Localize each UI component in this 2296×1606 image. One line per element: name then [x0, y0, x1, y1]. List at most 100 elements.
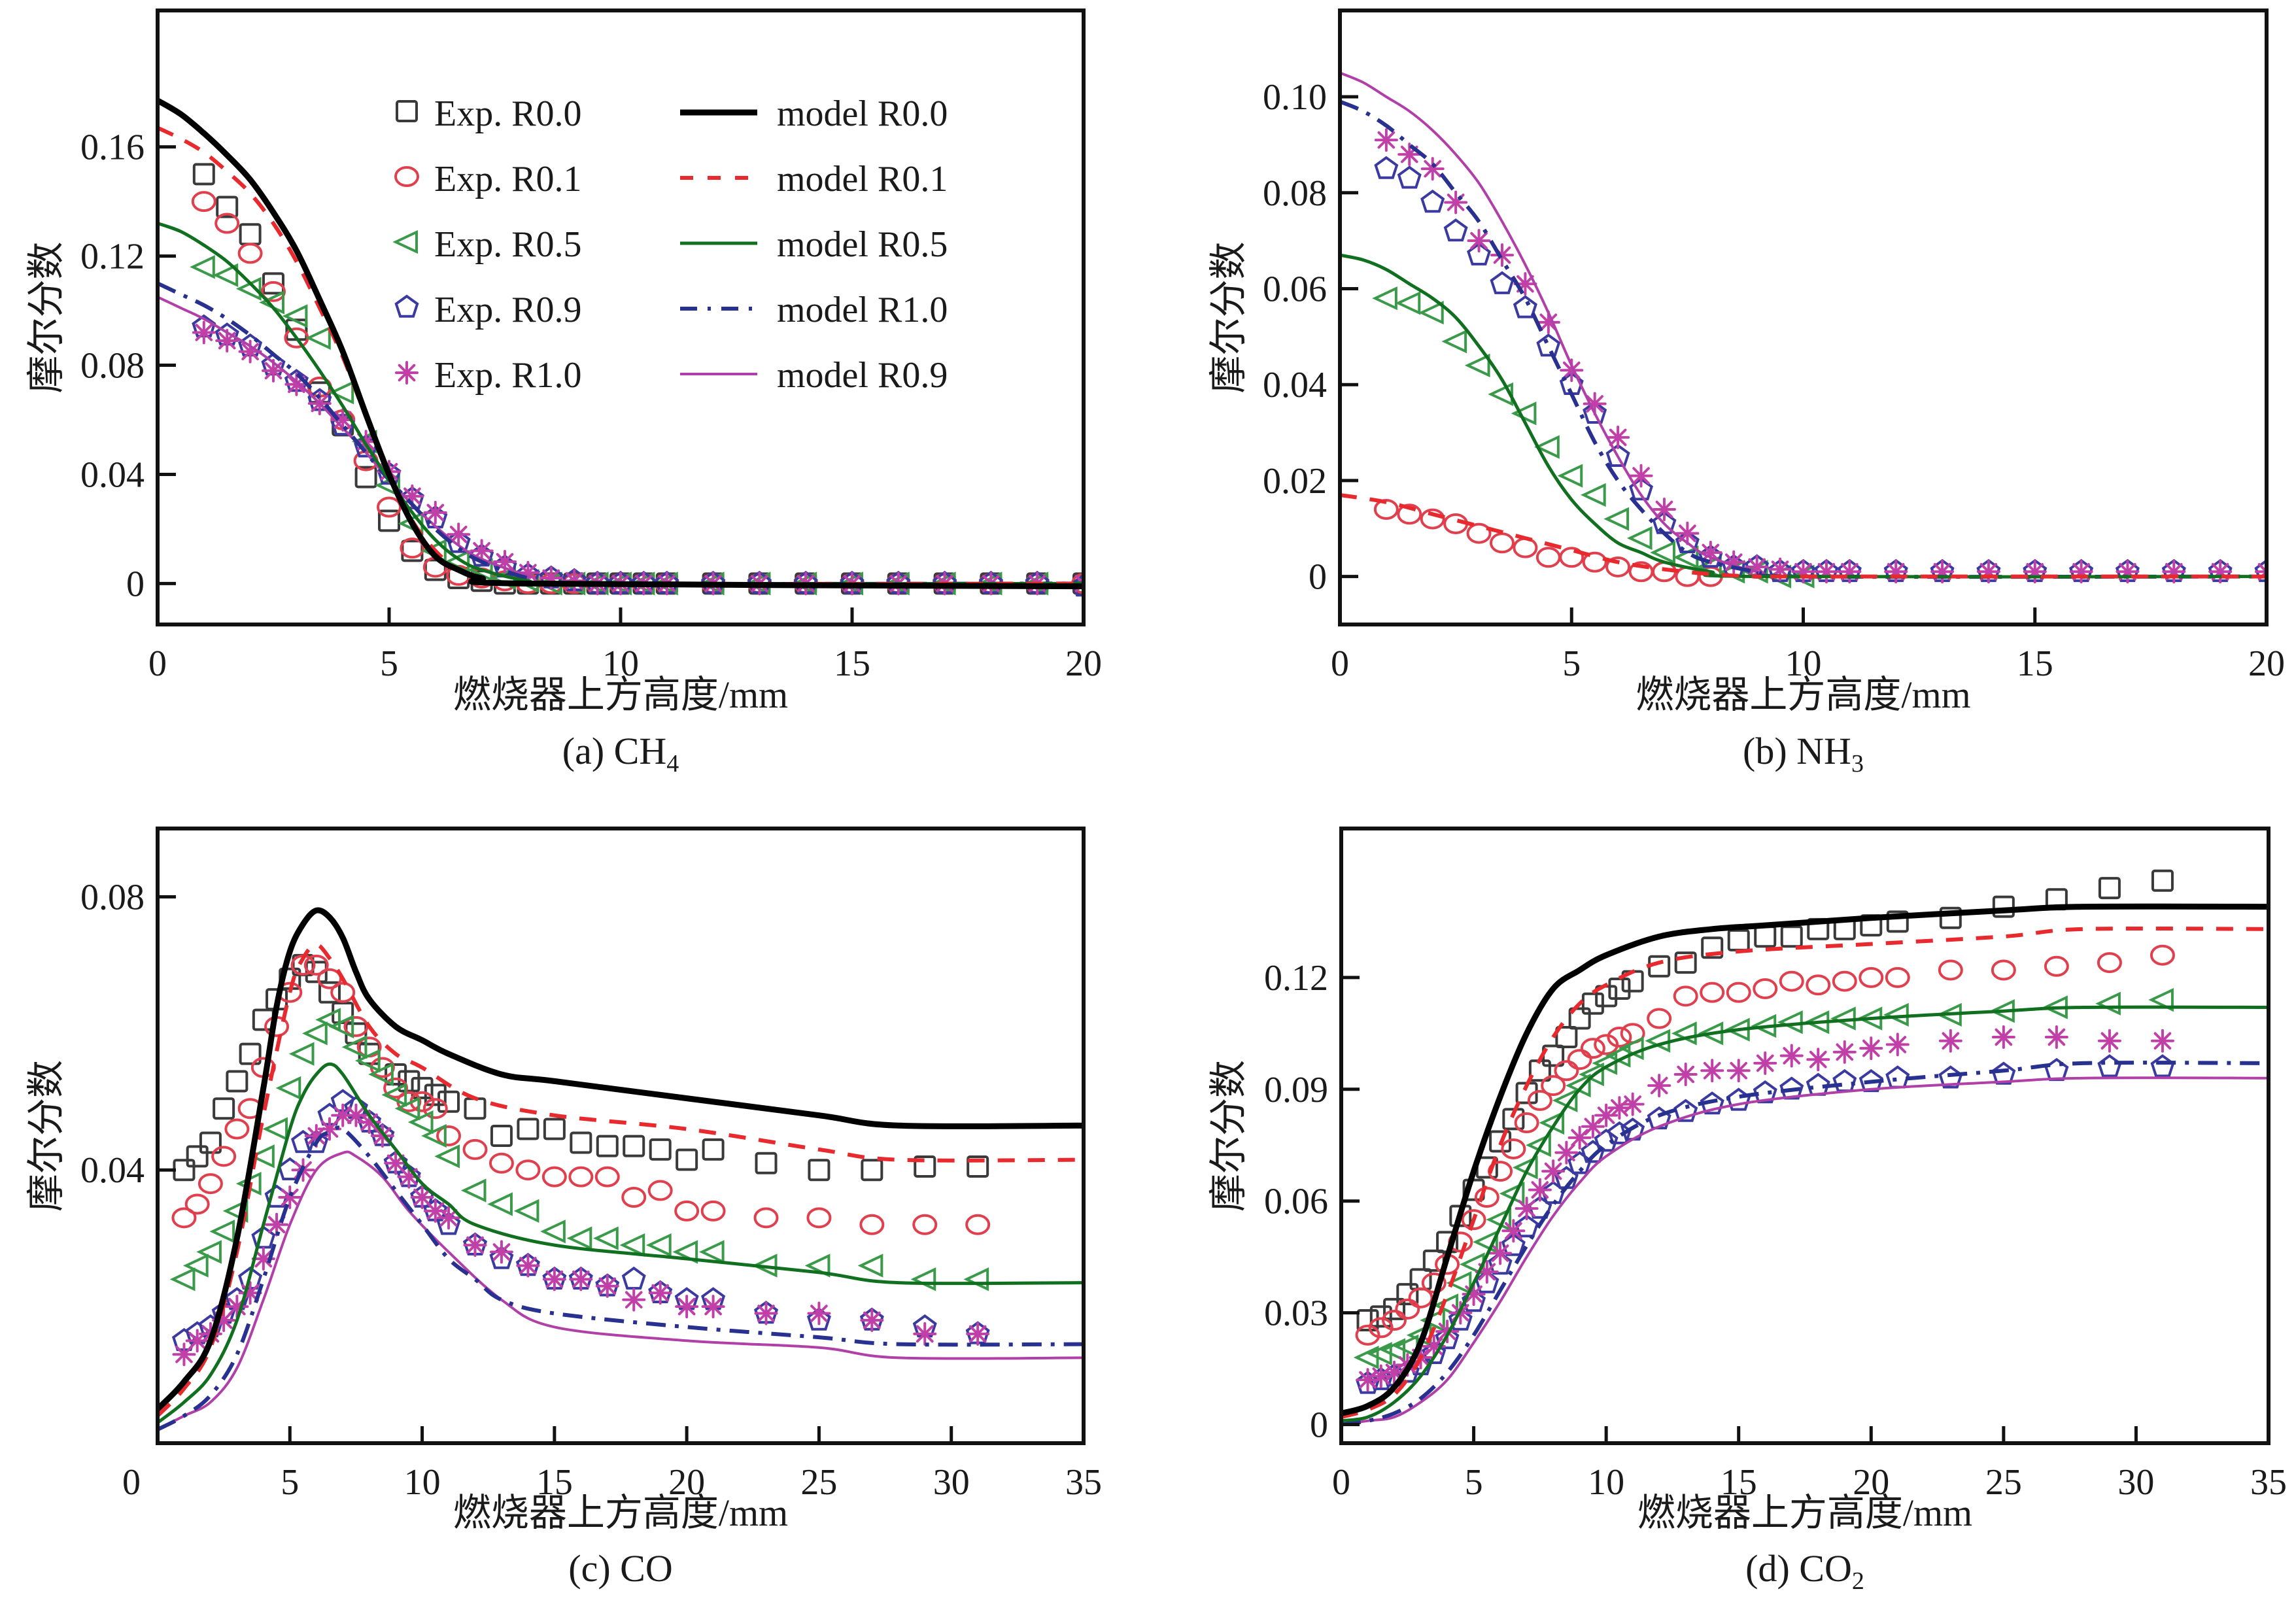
y-tick-label: 0.02 — [1263, 461, 1327, 502]
data-point — [1673, 1099, 1698, 1122]
data-point — [1603, 507, 1630, 531]
legend-label: model R0.1 — [777, 159, 948, 199]
series-exp-r01 — [1355, 944, 2175, 1346]
data-point — [1382, 1310, 1407, 1331]
data-point — [171, 1207, 197, 1229]
series-exp-r10 — [172, 1103, 990, 1367]
data-point — [354, 1048, 381, 1073]
asterisk-stroke — [1385, 1363, 1403, 1382]
data-point — [645, 1233, 672, 1257]
data-point — [1441, 330, 1467, 354]
asterisk-stroke — [1862, 1039, 1880, 1057]
asterisk-stroke — [1942, 1032, 1960, 1050]
data-point — [1832, 970, 1857, 992]
data-point — [1606, 425, 1630, 449]
data-point — [1568, 1125, 1592, 1150]
legend-marker — [392, 230, 418, 254]
x-tick-label: 25 — [1985, 1462, 2022, 1503]
data-point — [806, 1307, 831, 1331]
data-point — [2162, 560, 2186, 584]
data-point — [172, 1342, 196, 1367]
data-point — [1513, 295, 1537, 318]
legend-item-model-r01: model R0.1 — [680, 159, 948, 199]
asterisk-stroke — [2100, 1032, 2119, 1050]
data-point — [513, 1199, 540, 1223]
data-point — [541, 1166, 567, 1187]
data-point — [1474, 1187, 1499, 1208]
x-tick-label: 10 — [1588, 1462, 1624, 1503]
y-axis-title: 摩尔分数 — [25, 241, 67, 393]
data-point — [1652, 497, 1676, 521]
legend-item-exp-r10: Exp. R1.0 — [395, 355, 582, 396]
panel-a: 0 5 10 15 20 0 0.04 0.08 0.12 0.16 燃烧器上方高度/mm 摩尔分数 (… — [25, 9, 1102, 777]
data-point — [2150, 1029, 2174, 1053]
data-point — [278, 1186, 302, 1209]
x-tick-label: 35 — [1065, 1462, 1102, 1503]
legend-item-model-r00: model R0.0 — [680, 94, 948, 134]
data-point — [1580, 483, 1606, 507]
data-point — [623, 1135, 645, 1157]
x-tick-label: 0 — [1332, 1462, 1350, 1503]
plot-area — [158, 907, 1084, 1431]
data-point — [1490, 271, 1515, 294]
asterisk-stroke — [757, 1305, 775, 1322]
data-point — [222, 1199, 248, 1223]
asterisk-stroke — [1655, 500, 1673, 519]
data-point — [2150, 944, 2175, 966]
data-point — [2208, 560, 2233, 584]
asterisk-stroke — [2048, 1028, 2066, 1046]
legend-item-model-r09: model R0.9 — [680, 355, 948, 396]
asterisk-stroke — [307, 1127, 326, 1145]
plot-area — [1341, 869, 2269, 1427]
data-point — [192, 320, 216, 345]
data-point — [239, 223, 262, 246]
panel-caption: (b) NH3 — [1743, 730, 1864, 777]
data-point — [213, 1097, 235, 1120]
data-point — [1991, 959, 2016, 981]
data-point — [1700, 1059, 1724, 1083]
data-point — [755, 1152, 778, 1174]
legend-label: Exp. R1.0 — [434, 355, 582, 396]
data-point — [1583, 400, 1607, 424]
data-point — [464, 1097, 487, 1120]
data-point — [2044, 1057, 2069, 1082]
data-point — [1647, 1008, 1672, 1029]
data-point — [1554, 1060, 1579, 1082]
asterisk-stroke — [1677, 1065, 1694, 1084]
data-point — [1071, 573, 1084, 597]
x-tick-label: 0 — [1331, 643, 1349, 684]
caption-subscript: 4 — [666, 750, 679, 777]
data-point — [1528, 1178, 1552, 1202]
asterisk-stroke — [1571, 1129, 1588, 1147]
asterisk-stroke — [254, 1250, 273, 1268]
data-point — [1420, 189, 1445, 213]
data-point — [1581, 1114, 1605, 1138]
data-point — [378, 509, 400, 532]
data-point — [1536, 333, 1561, 357]
plot-frame — [156, 827, 1086, 1445]
data-point — [1444, 190, 1468, 214]
data-point — [1355, 1324, 1380, 1346]
data-point — [1488, 1252, 1513, 1275]
asterisk-stroke — [863, 1311, 881, 1329]
data-point — [1701, 936, 1724, 959]
data-point — [192, 163, 215, 186]
asterisk-stroke — [1995, 1028, 2013, 1046]
legend-marker — [396, 100, 418, 122]
series-model-r05-line — [158, 1062, 1084, 1424]
x-axis-title: 燃烧器上方高度/mm — [453, 674, 788, 716]
data-point — [400, 538, 425, 559]
data-point — [1467, 229, 1491, 253]
data-point — [284, 372, 309, 396]
data-point — [411, 1076, 434, 1099]
data-point — [1727, 929, 1750, 951]
data-point — [1567, 1049, 1592, 1070]
data-point — [1443, 218, 1468, 242]
data-point — [226, 1070, 248, 1093]
data-point — [2044, 1025, 2068, 1050]
caption-subscript: 3 — [1851, 750, 1864, 777]
data-point — [2254, 558, 2267, 583]
asterisk-stroke — [1783, 1047, 1801, 1065]
x-tick-label: 5 — [380, 643, 398, 684]
data-point — [1620, 1092, 1645, 1116]
